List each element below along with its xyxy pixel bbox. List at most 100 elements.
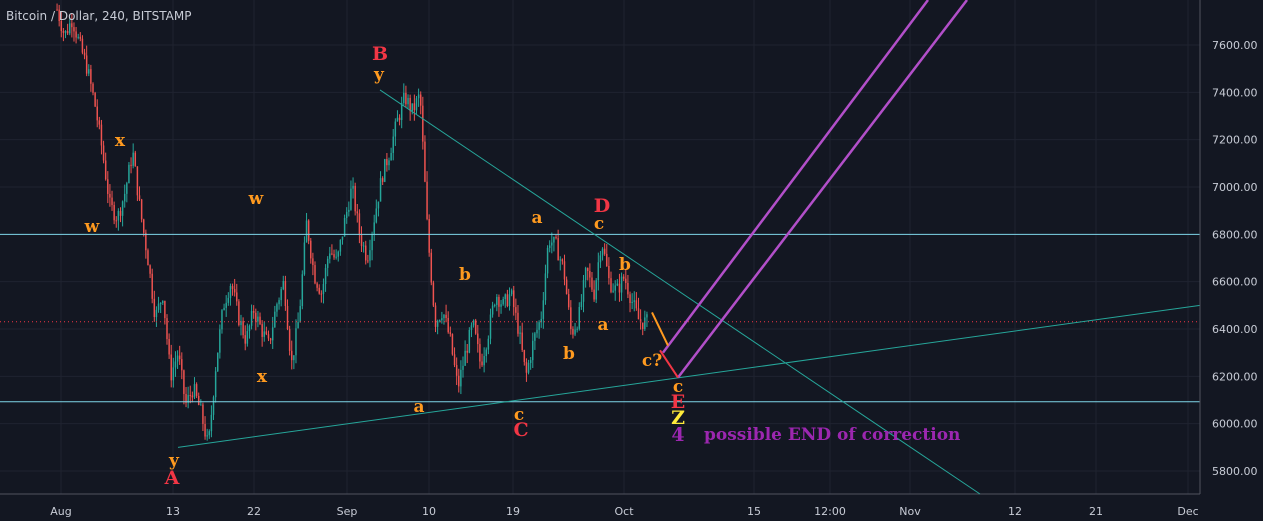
- candle-body: [324, 267, 327, 285]
- candle-body: [381, 178, 384, 182]
- candle-body: [310, 240, 312, 259]
- candle-body: [255, 312, 257, 322]
- candle-body: [138, 195, 141, 200]
- candle-body: [502, 299, 504, 305]
- candle-body: [439, 320, 441, 322]
- candle-body: [369, 250, 371, 261]
- candle-body: [100, 124, 103, 146]
- candle-body: [479, 344, 481, 362]
- candle-body: [326, 258, 329, 268]
- candle-body: [134, 152, 137, 167]
- candle-body: [474, 320, 477, 334]
- candle-body: [341, 236, 344, 240]
- candle-body: [445, 314, 447, 318]
- candle-body: [231, 286, 234, 290]
- candle-body: [62, 31, 65, 33]
- candle-body: [597, 262, 600, 281]
- candle-body: [589, 271, 591, 278]
- candle-body: [477, 333, 479, 345]
- candle-body: [200, 404, 202, 406]
- candle-body: [536, 329, 538, 334]
- candle-body: [263, 331, 265, 337]
- x-tick-label: 12:00: [814, 505, 846, 518]
- wave-label-9: b: [459, 265, 471, 285]
- candle-body: [204, 423, 206, 437]
- candle-body: [548, 245, 551, 248]
- candle-body: [417, 94, 420, 99]
- y-tick-label: 6400.00: [1212, 323, 1258, 336]
- candle-body: [622, 276, 625, 279]
- candle-body: [629, 294, 631, 303]
- candle-body: [578, 306, 581, 329]
- candle-body: [449, 332, 452, 335]
- x-tick-label: Nov: [899, 505, 921, 518]
- channel-lower-line: [677, 0, 968, 379]
- wave-label-0: B: [372, 43, 388, 65]
- candle-body: [551, 242, 553, 246]
- candle-body: [117, 211, 120, 221]
- candle-body: [172, 367, 175, 381]
- candle-body: [195, 384, 198, 396]
- x-tick-label: Dec: [1177, 505, 1198, 518]
- candle-body: [491, 305, 494, 315]
- candle-body: [286, 305, 289, 330]
- candle-body: [81, 38, 84, 53]
- candle-body: [360, 234, 363, 246]
- candle-body: [398, 117, 401, 120]
- candle-body: [362, 245, 365, 247]
- candle-body: [358, 213, 361, 235]
- candle-body: [153, 298, 156, 318]
- candle-body: [567, 294, 570, 308]
- candle-body: [111, 197, 113, 206]
- candle-body: [280, 289, 282, 301]
- candle-body: [555, 236, 557, 239]
- candle-body: [468, 329, 471, 353]
- candle-body: [109, 193, 111, 198]
- candle-body: [202, 404, 204, 424]
- candle-body: [164, 300, 166, 319]
- candle-body: [639, 319, 642, 323]
- candle-body: [591, 277, 593, 290]
- x-tick-label: Sep: [337, 505, 358, 518]
- candle-body: [210, 414, 213, 432]
- candle-body: [375, 208, 378, 223]
- candle-body: [102, 145, 105, 161]
- candle-body: [189, 395, 191, 397]
- projection-leg-orange: [651, 311, 669, 347]
- candle-body: [333, 254, 335, 258]
- candle-body: [422, 105, 424, 142]
- candle-body: [506, 294, 509, 306]
- candle-body: [373, 222, 375, 235]
- candle-body: [618, 283, 621, 293]
- candle-body: [430, 252, 433, 283]
- y-tick-label: 6000.00: [1212, 418, 1258, 431]
- x-tick-label: 12: [1008, 505, 1022, 518]
- candle-body: [460, 369, 462, 387]
- y-tick-label: 6200.00: [1212, 370, 1258, 383]
- wave-label-4: w: [248, 189, 264, 209]
- annotation-label: possible END of correction: [704, 425, 960, 445]
- candle-body: [443, 314, 445, 319]
- candle-body: [225, 302, 227, 308]
- candle-body: [162, 300, 164, 303]
- candle-body: [633, 300, 635, 302]
- candle-body: [413, 103, 416, 111]
- candle-body: [145, 232, 147, 251]
- y-axis-panel: [1200, 0, 1263, 521]
- horizontal-levels: 6800.006092.706430.4131:37: [0, 226, 1260, 410]
- candle-body: [453, 354, 456, 366]
- candle-body: [546, 247, 549, 274]
- candle-body: [181, 359, 183, 371]
- y-tick-label: 5800.00: [1212, 465, 1258, 478]
- wave-label-18: c?: [642, 351, 662, 371]
- projection-leg-red: [659, 349, 679, 379]
- candle-body: [94, 92, 96, 107]
- candle-body: [276, 304, 278, 312]
- candle-body: [197, 395, 200, 406]
- candle-body: [553, 236, 555, 243]
- candle-body: [513, 290, 515, 308]
- candle-body: [451, 334, 454, 355]
- candle-body: [464, 350, 466, 366]
- candles: [56, 3, 648, 441]
